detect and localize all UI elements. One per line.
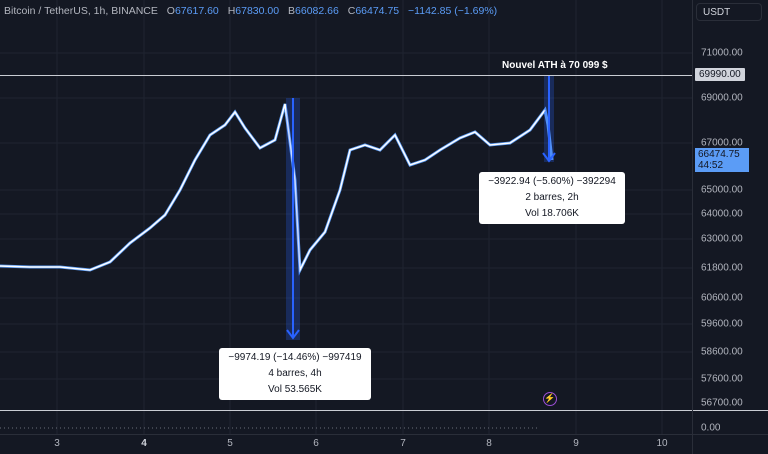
measure-tooltip-2: −3922.94 (−5.60%) −392294 2 barres, 2h V… [479, 172, 625, 224]
axis-corner [692, 434, 768, 454]
last-price-tag: 66474.75 44:52 [695, 148, 749, 172]
symbol-name: Bitcoin / TetherUS, 1h, BINANCE [4, 5, 158, 17]
symbol-legend: Bitcoin / TetherUS, 1h, BINANCE O67617.6… [4, 5, 498, 17]
time-axis[interactable]: 3 4 5 6 7 8 9 10 [0, 434, 692, 454]
currency-button[interactable]: USDT [696, 3, 762, 21]
pane-separator[interactable] [0, 410, 692, 411]
close-value: 66474.75 [355, 5, 400, 17]
measure-tooltip-1: −9974.19 (−14.46%) −997419 4 barres, 4h … [219, 348, 371, 400]
indicator-value: 0.00 [701, 422, 721, 434]
high-value: 67830.00 [235, 5, 280, 17]
price-axis[interactable]: 71000.00 69990.00 69000.00 67000.00 6647… [692, 0, 768, 434]
ath-horizontal-line[interactable] [0, 75, 692, 76]
lightning-icon[interactable]: ⚡ [543, 392, 557, 406]
ath-price-tag: 69990.00 [695, 68, 745, 81]
ath-label: Nouvel ATH à 70 099 $ [502, 60, 608, 71]
low-value: 66082.66 [295, 5, 339, 17]
open-value: 67617.60 [174, 5, 219, 17]
change-value: −1142.85 (−1.69%) [408, 5, 498, 17]
chart-area[interactable]: Bitcoin / TetherUS, 1h, BINANCE O67617.6… [0, 0, 692, 434]
